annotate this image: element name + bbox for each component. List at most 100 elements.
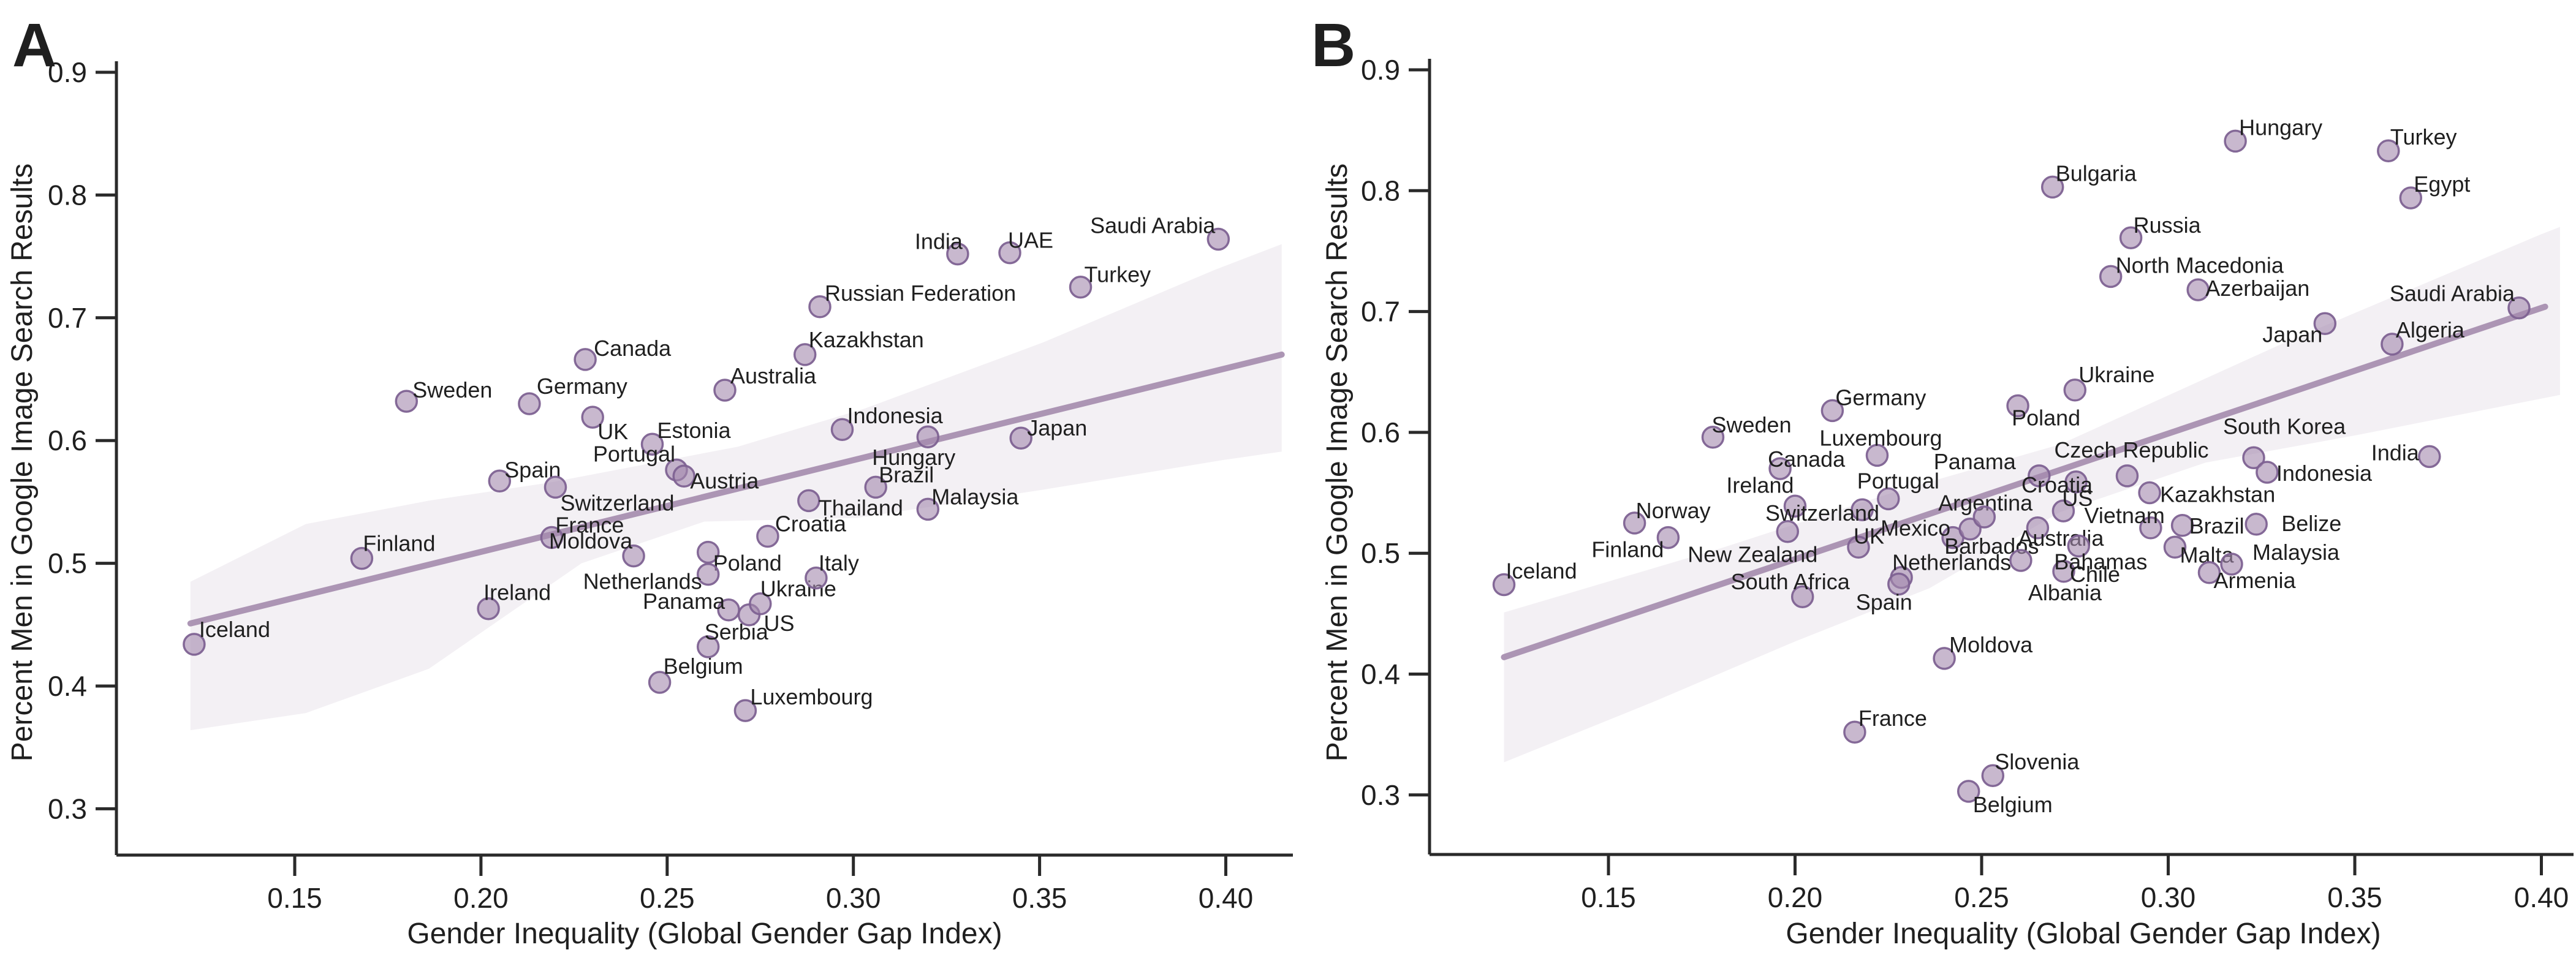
data-point-label-kazakhstan: Kazakhstan bbox=[809, 327, 924, 352]
data-point-label-indonesia: Indonesia bbox=[2276, 461, 2373, 486]
panel-B: 0.9 0.8 0.7 0.6 0.5 0.4 0.3 0.15 0.20 0.25 0.30 0.3… bbox=[1311, 11, 2574, 950]
data-point-india bbox=[946, 242, 969, 266]
data-point-label-switzerland: Switzerland bbox=[561, 490, 675, 515]
data-point-uk bbox=[1847, 535, 1870, 559]
data-point-label-belgium: Belgium bbox=[664, 654, 743, 679]
data-point-indonesia bbox=[2256, 461, 2279, 484]
data-point-label-kazakhstan: Kazakhstan bbox=[2160, 482, 2275, 507]
confidence-band bbox=[1504, 227, 2560, 763]
data-point-label-finland: Finland bbox=[1591, 537, 1664, 562]
data-point-netherlands bbox=[696, 562, 720, 586]
y-tick-label: 0.5 bbox=[1361, 537, 1400, 569]
data-point-switzerland bbox=[544, 475, 567, 499]
data-point-saudi-arabia bbox=[2507, 296, 2531, 320]
data-point-portugal bbox=[1877, 487, 1900, 511]
data-point-label-germany: Germany bbox=[1835, 385, 1926, 410]
data-point-france bbox=[540, 526, 564, 549]
data-point-us bbox=[2051, 499, 2075, 522]
panel-letter: B bbox=[1311, 11, 1355, 80]
data-point-label-moldova: Moldova bbox=[549, 529, 633, 554]
data-point-france bbox=[1843, 720, 1866, 744]
data-point-label-turkey: Turkey bbox=[1085, 262, 1151, 287]
x-tick-label: 0.25 bbox=[640, 882, 695, 914]
y-tick-label: 0.5 bbox=[48, 548, 87, 579]
data-point-label-egypt: Egypt bbox=[2414, 172, 2470, 197]
data-point-iceland bbox=[1492, 573, 1516, 597]
data-point-label-luxembourg: Luxembourg bbox=[1819, 425, 1942, 450]
data-point-label-serbia: Serbia bbox=[705, 619, 769, 644]
x-tick-label: 0.35 bbox=[2327, 881, 2382, 913]
data-point-label-south-korea: South Korea bbox=[2223, 413, 2346, 439]
data-point-label-south-africa: South Africa bbox=[1731, 569, 1851, 594]
data-point-label-new-zealand: New Zealand bbox=[1688, 542, 1817, 567]
data-point-albania bbox=[2009, 549, 2032, 572]
data-point-canada bbox=[1768, 457, 1792, 480]
data-point-brazil bbox=[864, 475, 887, 499]
data-point-label-slovenia: Slovenia bbox=[1995, 749, 2080, 774]
data-point-label-ireland: Ireland bbox=[1726, 472, 1794, 497]
data-point-label-japan: Japan bbox=[2262, 322, 2322, 347]
data-point-austria bbox=[672, 464, 695, 488]
data-point-serbia bbox=[696, 635, 720, 658]
data-point-moldova bbox=[1933, 647, 1956, 670]
data-point-label-croatia: Croatia bbox=[2021, 472, 2093, 497]
data-point-ireland bbox=[1783, 494, 1807, 518]
y-tick-label: 0.9 bbox=[1361, 54, 1400, 86]
data-point-brazil bbox=[2170, 514, 2194, 537]
data-point-barbados bbox=[1972, 505, 1996, 529]
data-point-australia bbox=[713, 379, 737, 402]
data-point-label-portugal: Portugal bbox=[593, 441, 675, 466]
data-point-panama bbox=[2028, 464, 2051, 488]
data-point-canada bbox=[574, 348, 597, 371]
data-point-label-bahamas: Bahamas bbox=[2054, 549, 2147, 574]
y-tick-label: 0.3 bbox=[1361, 779, 1400, 811]
data-point-australia bbox=[2026, 516, 2050, 540]
data-point-russian-federation bbox=[808, 295, 832, 319]
data-point-iceland bbox=[183, 633, 206, 656]
data-point-hungary bbox=[916, 425, 940, 448]
data-point-label-canada: Canada bbox=[594, 336, 672, 361]
data-point-ireland bbox=[477, 597, 500, 620]
data-point-label-france: France bbox=[555, 513, 624, 538]
data-point-label-netherlands: Netherlands bbox=[583, 569, 702, 594]
data-point-south-africa bbox=[1790, 585, 1814, 608]
data-point-label-brazil: Brazil bbox=[879, 462, 934, 487]
data-point-label-malaysia: Malaysia bbox=[2252, 540, 2340, 565]
data-point-japan bbox=[2313, 312, 2337, 336]
y-tick-label: 0.7 bbox=[48, 302, 87, 334]
data-point-estonia bbox=[640, 432, 664, 456]
y-tick-label: 0.6 bbox=[1361, 417, 1400, 448]
data-point-label-chile: Chile bbox=[2070, 562, 2120, 587]
data-point-label-switzerland: Switzerland bbox=[1765, 500, 1879, 526]
data-point-label-saudi-arabia: Saudi Arabia bbox=[2390, 281, 2515, 306]
data-point-label-czech-republic: Czech Republic bbox=[2054, 437, 2208, 462]
data-point-india bbox=[2418, 445, 2441, 469]
data-point-spain bbox=[1887, 572, 1911, 596]
data-point-bulgaria bbox=[2040, 175, 2064, 199]
data-point-label-indonesia: Indonesia bbox=[847, 403, 944, 428]
data-point-turkey bbox=[2377, 139, 2400, 162]
data-point-finland bbox=[350, 546, 374, 570]
data-point-ukraine bbox=[749, 592, 772, 616]
data-point-malta bbox=[2163, 535, 2187, 559]
data-point-label-italy: Italy bbox=[819, 551, 859, 576]
y-axis-title: Percent Men in Google Image Search Resul… bbox=[1321, 164, 1354, 762]
data-point-russia bbox=[2119, 226, 2143, 249]
panel-letter: A bbox=[12, 11, 56, 80]
data-point-label-australia: Australia bbox=[730, 363, 817, 388]
data-point-label-austria: Austria bbox=[690, 468, 759, 493]
x-tick-label: 0.25 bbox=[1954, 881, 2009, 913]
y-tick-label: 0.9 bbox=[48, 56, 87, 88]
panel-A: 0.9 0.8 0.7 0.6 0.5 0.4 0.3 0.15 0.20 0.25 0.30 0.3… bbox=[6, 11, 1293, 950]
data-point-kazakhstan bbox=[793, 343, 817, 366]
data-point-label-croatia: Croatia bbox=[775, 511, 847, 537]
data-point-turkey bbox=[1069, 275, 1093, 299]
data-point-label-australia: Australia bbox=[2018, 526, 2104, 551]
data-point-label-turkey: Turkey bbox=[2390, 124, 2457, 149]
data-point-finland bbox=[1656, 526, 1680, 549]
y-tick-label: 0.6 bbox=[48, 424, 87, 456]
x-tick-label: 0.40 bbox=[2514, 881, 2569, 913]
data-point-label-russia: Russia bbox=[2134, 213, 2202, 238]
x-axis-title: Gender Inequality (Global Gender Gap Ind… bbox=[407, 918, 1002, 950]
